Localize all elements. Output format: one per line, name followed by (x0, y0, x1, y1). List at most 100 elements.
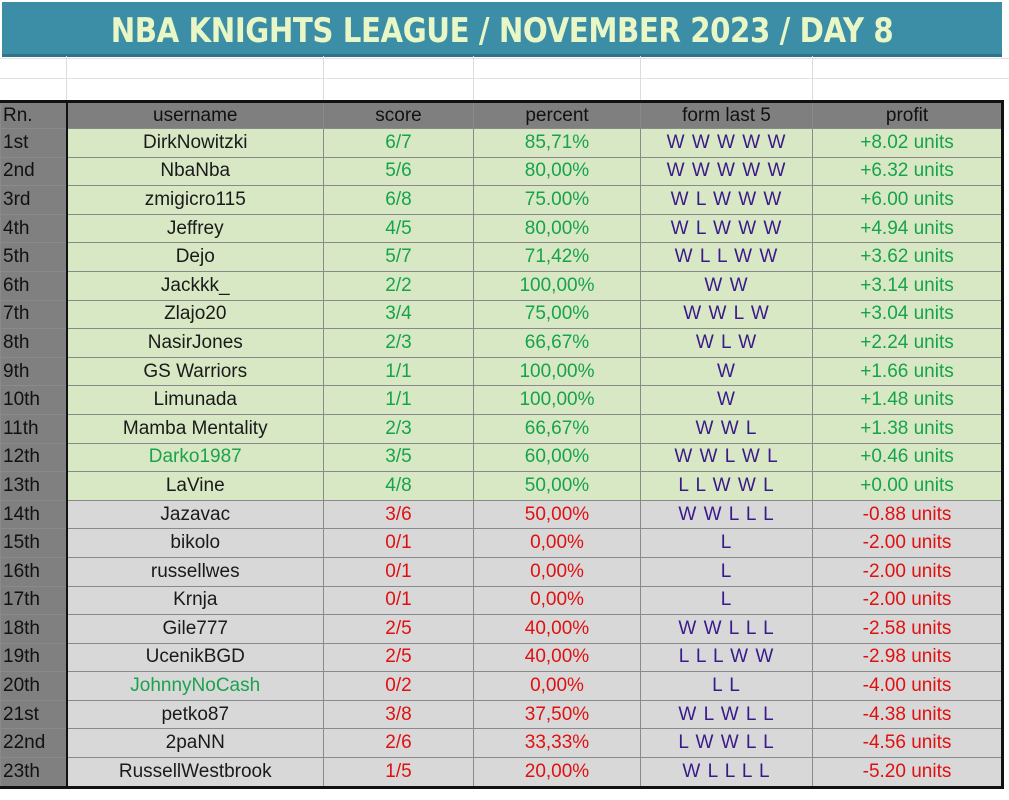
percent-cell: 75.00% (473, 185, 641, 215)
form-cell: W L W W W (640, 185, 813, 215)
profit-cell: -2.00 units (812, 528, 1003, 558)
table-row: 3rd zmigicro115 6/8 75.00% W L W W W +6.00 un… (0, 185, 1003, 215)
table-row: 2nd NbaNba 5/6 80,00% W W W W W +6.32 units (0, 156, 1003, 187)
table-row: 21st petko87 3/8 37,50% W L W L L -4.38 units (0, 699, 1003, 730)
score-cell: 0/1 (323, 585, 474, 616)
profit-cell: +4.94 units (812, 213, 1003, 244)
table-row: 13th LaVine 4/8 50,00% L L W W L +0.00 units (0, 471, 1003, 501)
percent-cell: 85,71% (473, 128, 641, 158)
form-cell: W W (640, 270, 813, 301)
form-cell: W L W W W (640, 213, 813, 244)
score-cell: 3/6 (323, 499, 474, 530)
score-cell: 3/5 (323, 442, 474, 473)
percent-cell: 0,00% (473, 671, 641, 701)
score-cell: 1/1 (323, 385, 474, 415)
form-cell: W W L W L (640, 442, 813, 473)
rank-cell: 13th (0, 471, 68, 501)
profit-cell: +0.46 units (812, 442, 1003, 473)
table-row: 4th Jeffrey 4/5 80,00% W L W W W +4.94 units (0, 213, 1003, 244)
table-row: 17th Krnja 0/1 0,00% L -2.00 units (0, 585, 1003, 616)
score-cell: 4/8 (323, 471, 474, 501)
username-cell: JohnnyNoCash (66, 671, 324, 701)
username-cell: Jazavac (66, 499, 324, 530)
table-row: 19th UcenikBGD 2/5 40,00% L L L W W -2.98 uni… (0, 642, 1003, 673)
header-percent: percent (473, 101, 641, 129)
score-cell: 2/5 (323, 642, 474, 673)
table-row: 10th Limunada 1/1 100,00% W +1.48 units (0, 385, 1003, 415)
table-row: 5th Dejo 5/7 71,42% W L L W W +3.62 units (0, 242, 1003, 272)
username-cell: russellwes (66, 556, 324, 587)
profit-cell: -0.88 units (812, 499, 1003, 530)
table-row: 16th russellwes 0/1 0,00% L -2.00 units (0, 556, 1003, 587)
score-cell: 0/2 (323, 671, 474, 701)
percent-cell: 100,00% (473, 356, 641, 387)
percent-cell: 0,00% (473, 556, 641, 587)
percent-cell: 0,00% (473, 528, 641, 558)
profit-cell: +2.24 units (812, 328, 1003, 358)
username-cell: NasirJones (66, 328, 324, 358)
table-row: 14th Jazavac 3/6 50,00% W W L L L -0.88 units (0, 499, 1003, 530)
header-row: Rn. username score percent form last 5 p… (0, 101, 1003, 129)
table-row: 7th Zlajo20 3/4 75,00% W W L W +3.04 units (0, 299, 1003, 330)
rank-cell: 20th (0, 671, 68, 701)
rank-cell: 5th (0, 242, 68, 272)
table-row: 20th JohnnyNoCash 0/2 0,00% L L -4.00 units (0, 671, 1003, 701)
table-row: 8th NasirJones 2/3 66,67% W L W +2.24 units (0, 328, 1003, 358)
username-cell: UcenikBGD (66, 642, 324, 673)
percent-cell: 40,00% (473, 642, 641, 673)
rank-cell: 18th (0, 614, 68, 644)
percent-cell: 80,00% (473, 156, 641, 187)
score-cell: 3/8 (323, 699, 474, 730)
profit-cell: -2.00 units (812, 556, 1003, 587)
profit-cell: -5.20 units (812, 757, 1003, 788)
score-cell: 1/1 (323, 356, 474, 387)
rank-cell: 2nd (0, 156, 68, 187)
profit-cell: -2.00 units (812, 585, 1003, 616)
form-cell: L L (640, 671, 813, 701)
profit-cell: +1.48 units (812, 385, 1003, 415)
grid-line (473, 56, 474, 100)
grid-line (323, 56, 324, 100)
grid-line (640, 56, 641, 100)
grid-line (0, 78, 1009, 79)
score-cell: 5/7 (323, 242, 474, 272)
table-row: 9th GS Warriors 1/1 100,00% W +1.66 units (0, 356, 1003, 387)
form-cell: W W L (640, 413, 813, 444)
rank-cell: 16th (0, 556, 68, 587)
header-form: form last 5 (640, 101, 813, 129)
profit-cell: +3.62 units (812, 242, 1003, 272)
percent-cell: 40,00% (473, 614, 641, 644)
score-cell: 6/7 (323, 128, 474, 158)
profit-cell: -4.56 units (812, 728, 1003, 759)
score-cell: 2/2 (323, 270, 474, 301)
username-cell: Mamba Mentality (66, 413, 324, 444)
rank-cell: 1st (0, 128, 68, 158)
rank-cell: 12th (0, 442, 68, 473)
username-cell: LaVine (66, 471, 324, 501)
username-cell: Gile777 (66, 614, 324, 644)
score-cell: 3/4 (323, 299, 474, 330)
form-cell: L (640, 585, 813, 616)
form-cell: W (640, 385, 813, 415)
form-cell: W L W (640, 328, 813, 358)
header-profit: profit (812, 101, 1003, 129)
form-cell: W L L W W (640, 242, 813, 272)
table-row: 6th Jackkk_ 2/2 100,00% W W +3.14 units (0, 270, 1003, 301)
profit-cell: -4.00 units (812, 671, 1003, 701)
rank-cell: 15th (0, 528, 68, 558)
rank-cell: 22nd (0, 728, 68, 759)
percent-cell: 33,33% (473, 728, 641, 759)
percent-cell: 71,42% (473, 242, 641, 272)
score-cell: 2/5 (323, 614, 474, 644)
username-cell: Darko1987 (66, 442, 324, 473)
form-cell: W W L W (640, 299, 813, 330)
form-cell: W L W L L (640, 699, 813, 730)
percent-cell: 20,00% (473, 757, 641, 788)
username-cell: Zlajo20 (66, 299, 324, 330)
username-cell: Jackkk_ (66, 270, 324, 301)
username-cell: DirkNowitzki (66, 128, 324, 158)
score-cell: 1/5 (323, 757, 474, 788)
percent-cell: 0,00% (473, 585, 641, 616)
percent-cell: 60,00% (473, 442, 641, 473)
grid-line (0, 58, 1009, 59)
